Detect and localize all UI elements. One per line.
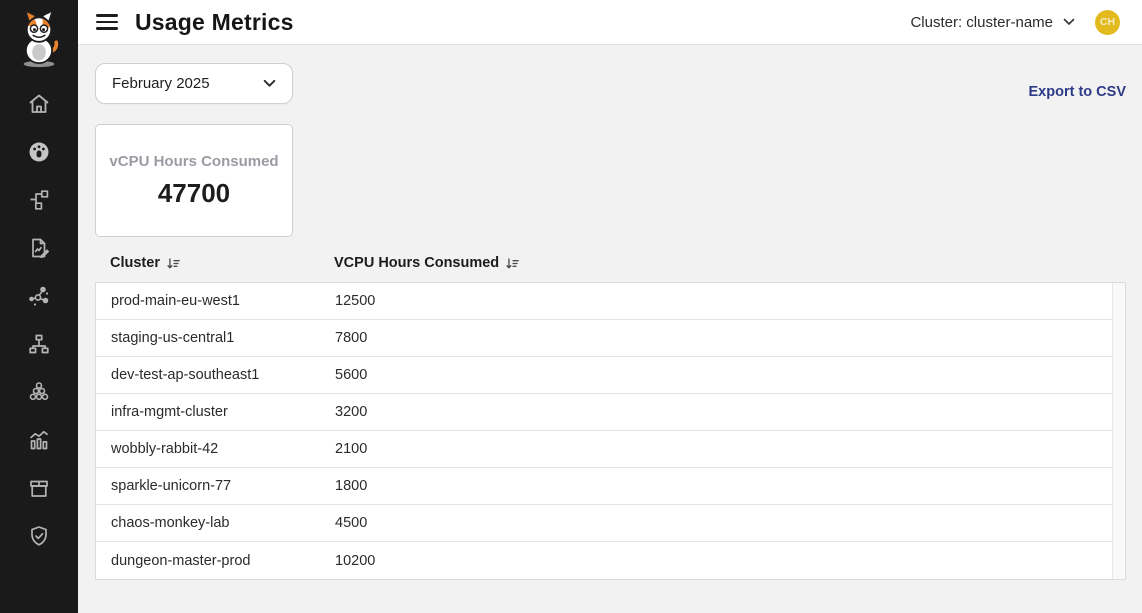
cluster-selector-dropdown[interactable]: Cluster: cluster-name <box>910 14 1075 31</box>
table-row: dev-test-ap-southeast1 5600 <box>96 357 1112 394</box>
cluster-cell: chaos-monkey-lab <box>111 515 230 531</box>
column-header-vcpu-hours[interactable]: VCPU Hours Consumed <box>334 255 1126 271</box>
sidebar-item-packages[interactable] <box>21 476 57 500</box>
sidebar-item-clusters[interactable] <box>21 380 57 404</box>
cluster-cell: sparkle-unicorn-77 <box>111 478 232 494</box>
main-content: February 2025 Export to CSV vCPU Hours C… <box>78 45 1142 613</box>
page-title: Usage Metrics <box>135 8 294 35</box>
hub-icon <box>29 286 49 306</box>
month-select[interactable]: February 2025 <box>95 63 293 104</box>
cluster-cell: dungeon-master-prod <box>111 552 251 569</box>
sort-icon <box>167 257 180 268</box>
chevron-down-icon <box>263 79 276 87</box>
summary-card: vCPU Hours Consumed 47700 <box>95 124 293 237</box>
vcpu-hours-cell: 2100 <box>335 441 368 457</box>
table-row: chaos-monkey-lab 4500 <box>96 505 1112 542</box>
cluster-cell: dev-test-ap-southeast1 <box>111 367 260 383</box>
table-row: sparkle-unicorn-77 1800 <box>96 468 1112 505</box>
report-edit-icon <box>32 238 50 259</box>
vcpu-hours-cell: 12500 <box>335 293 376 309</box>
sidebar-item-home[interactable] <box>21 92 57 116</box>
table-row: prod-main-eu-west1 12500 <box>96 283 1112 320</box>
export-to-csv-link[interactable]: Export to CSV <box>1028 84 1126 100</box>
sidebar-item-reports[interactable] <box>21 236 57 260</box>
usage-table: Cluster VCPU Hours Consumed prod-main-eu… <box>95 255 1126 580</box>
sidebar-nav <box>21 92 57 548</box>
shield-check-icon <box>31 526 47 546</box>
gauge-icon <box>29 142 49 162</box>
usage-table-header: Cluster VCPU Hours Consumed <box>95 255 1126 282</box>
header-right: Cluster: cluster-name CH <box>910 9 1120 35</box>
package-icon <box>30 480 48 497</box>
table-row: staging-us-central1 7800 <box>96 320 1112 357</box>
app-logo-cat[interactable] <box>10 6 68 70</box>
sidebar-item-hub[interactable] <box>21 284 57 308</box>
hamburger-menu-icon[interactable] <box>96 14 118 30</box>
table-scrollbar[interactable] <box>1112 283 1125 579</box>
table-row: infra-mgmt-cluster 3200 <box>96 394 1112 431</box>
cluster-cell: staging-us-central1 <box>111 330 235 346</box>
sidebar-item-sitemap[interactable] <box>21 332 57 356</box>
cluster-cell: wobbly-rabbit-42 <box>111 441 219 457</box>
chevron-down-icon <box>1063 18 1075 25</box>
usage-table-body: prod-main-eu-west1 12500 staging-us-cent… <box>96 283 1112 579</box>
cluster-cell: infra-mgmt-cluster <box>111 404 228 420</box>
sort-icon <box>506 257 519 268</box>
usage-table-body-frame: prod-main-eu-west1 12500 staging-us-cent… <box>95 282 1126 580</box>
vcpu-hours-cell: 4500 <box>335 515 368 531</box>
vcpu-hours-cell: 3200 <box>335 404 368 420</box>
topology-icon <box>30 190 49 210</box>
sitemap-icon <box>29 334 49 354</box>
summary-card-label: vCPU Hours Consumed <box>109 152 279 170</box>
vcpu-hours-cell: 7800 <box>335 330 368 346</box>
sidebar <box>0 0 78 613</box>
cluster-circles-icon <box>29 382 49 401</box>
vcpu-hours-cell: 1800 <box>335 478 368 494</box>
table-row: dungeon-master-prod 10200 <box>96 542 1112 579</box>
top-header: Usage Metrics Cluster: cluster-name CH <box>78 0 1142 45</box>
sidebar-item-metrics[interactable] <box>21 140 57 164</box>
sidebar-item-security[interactable] <box>21 524 57 548</box>
home-icon <box>29 94 49 113</box>
filter-row: February 2025 Export to CSV <box>95 63 1126 104</box>
sidebar-item-topology[interactable] <box>21 188 57 212</box>
avatar[interactable]: CH <box>1095 9 1120 35</box>
summary-card-value: 47700 <box>157 177 231 208</box>
cluster-selector-label: Cluster: cluster-name <box>910 13 1053 31</box>
table-row: wobbly-rabbit-42 2100 <box>96 431 1112 468</box>
cluster-cell: prod-main-eu-west1 <box>111 293 240 309</box>
analytics-icon <box>30 430 48 450</box>
month-select-value: February 2025 <box>112 75 210 92</box>
sidebar-item-analytics[interactable] <box>21 428 57 452</box>
column-header-cluster[interactable]: Cluster <box>110 255 334 271</box>
vcpu-hours-cell: 5600 <box>335 367 368 383</box>
vcpu-hours-cell: 10200 <box>335 552 376 569</box>
